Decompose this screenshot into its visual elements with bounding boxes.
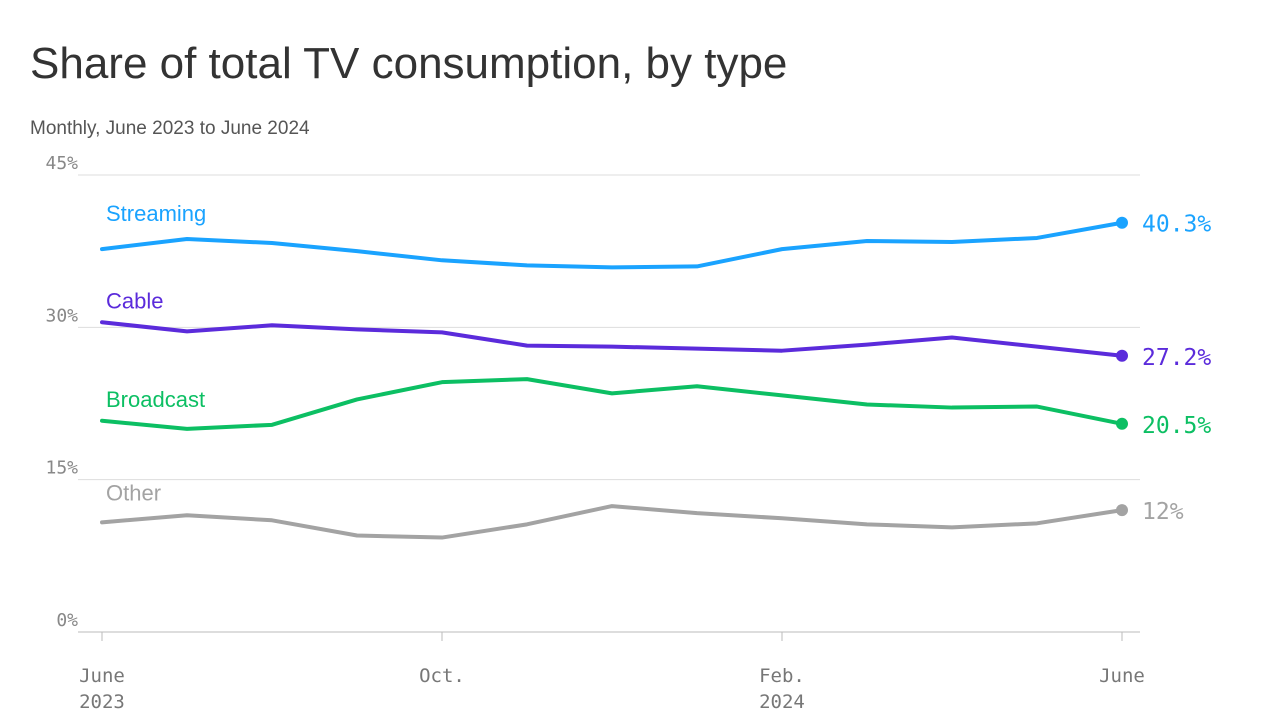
end-point: [1116, 349, 1128, 362]
series-label: Other: [106, 480, 161, 505]
chart-subtitle: Monthly, June 2023 to June 2024: [30, 118, 310, 139]
series-line: [100, 320, 1124, 358]
value-label: 20.5%: [1142, 413, 1211, 439]
end-point: [1116, 504, 1128, 517]
x-tick-label: Oct.: [419, 665, 465, 687]
series-line: [100, 377, 1124, 431]
end-point: [1116, 417, 1128, 430]
end-point: [1116, 216, 1128, 229]
value-label: 12%: [1142, 499, 1184, 525]
y-tick-label: 30%: [45, 305, 78, 326]
series-line: [100, 504, 1124, 540]
x-tick-label: June 2023: [79, 665, 125, 713]
y-tick-label: 45%: [45, 153, 78, 174]
chart-title: Share of total TV consumption, by type: [30, 39, 787, 88]
series-label: Cable: [106, 288, 163, 313]
series-line: [100, 220, 1124, 270]
x-tick-label: Feb. 2024: [759, 665, 805, 713]
value-label: 27.2%: [1142, 345, 1211, 371]
value-label: 40.3%: [1142, 212, 1211, 238]
series-label: Streaming: [106, 201, 206, 226]
series-label: Broadcast: [106, 387, 205, 412]
y-tick-label: 15%: [45, 458, 78, 479]
y-tick-label: 0%: [56, 610, 78, 631]
x-tick-label: June: [1099, 665, 1145, 687]
